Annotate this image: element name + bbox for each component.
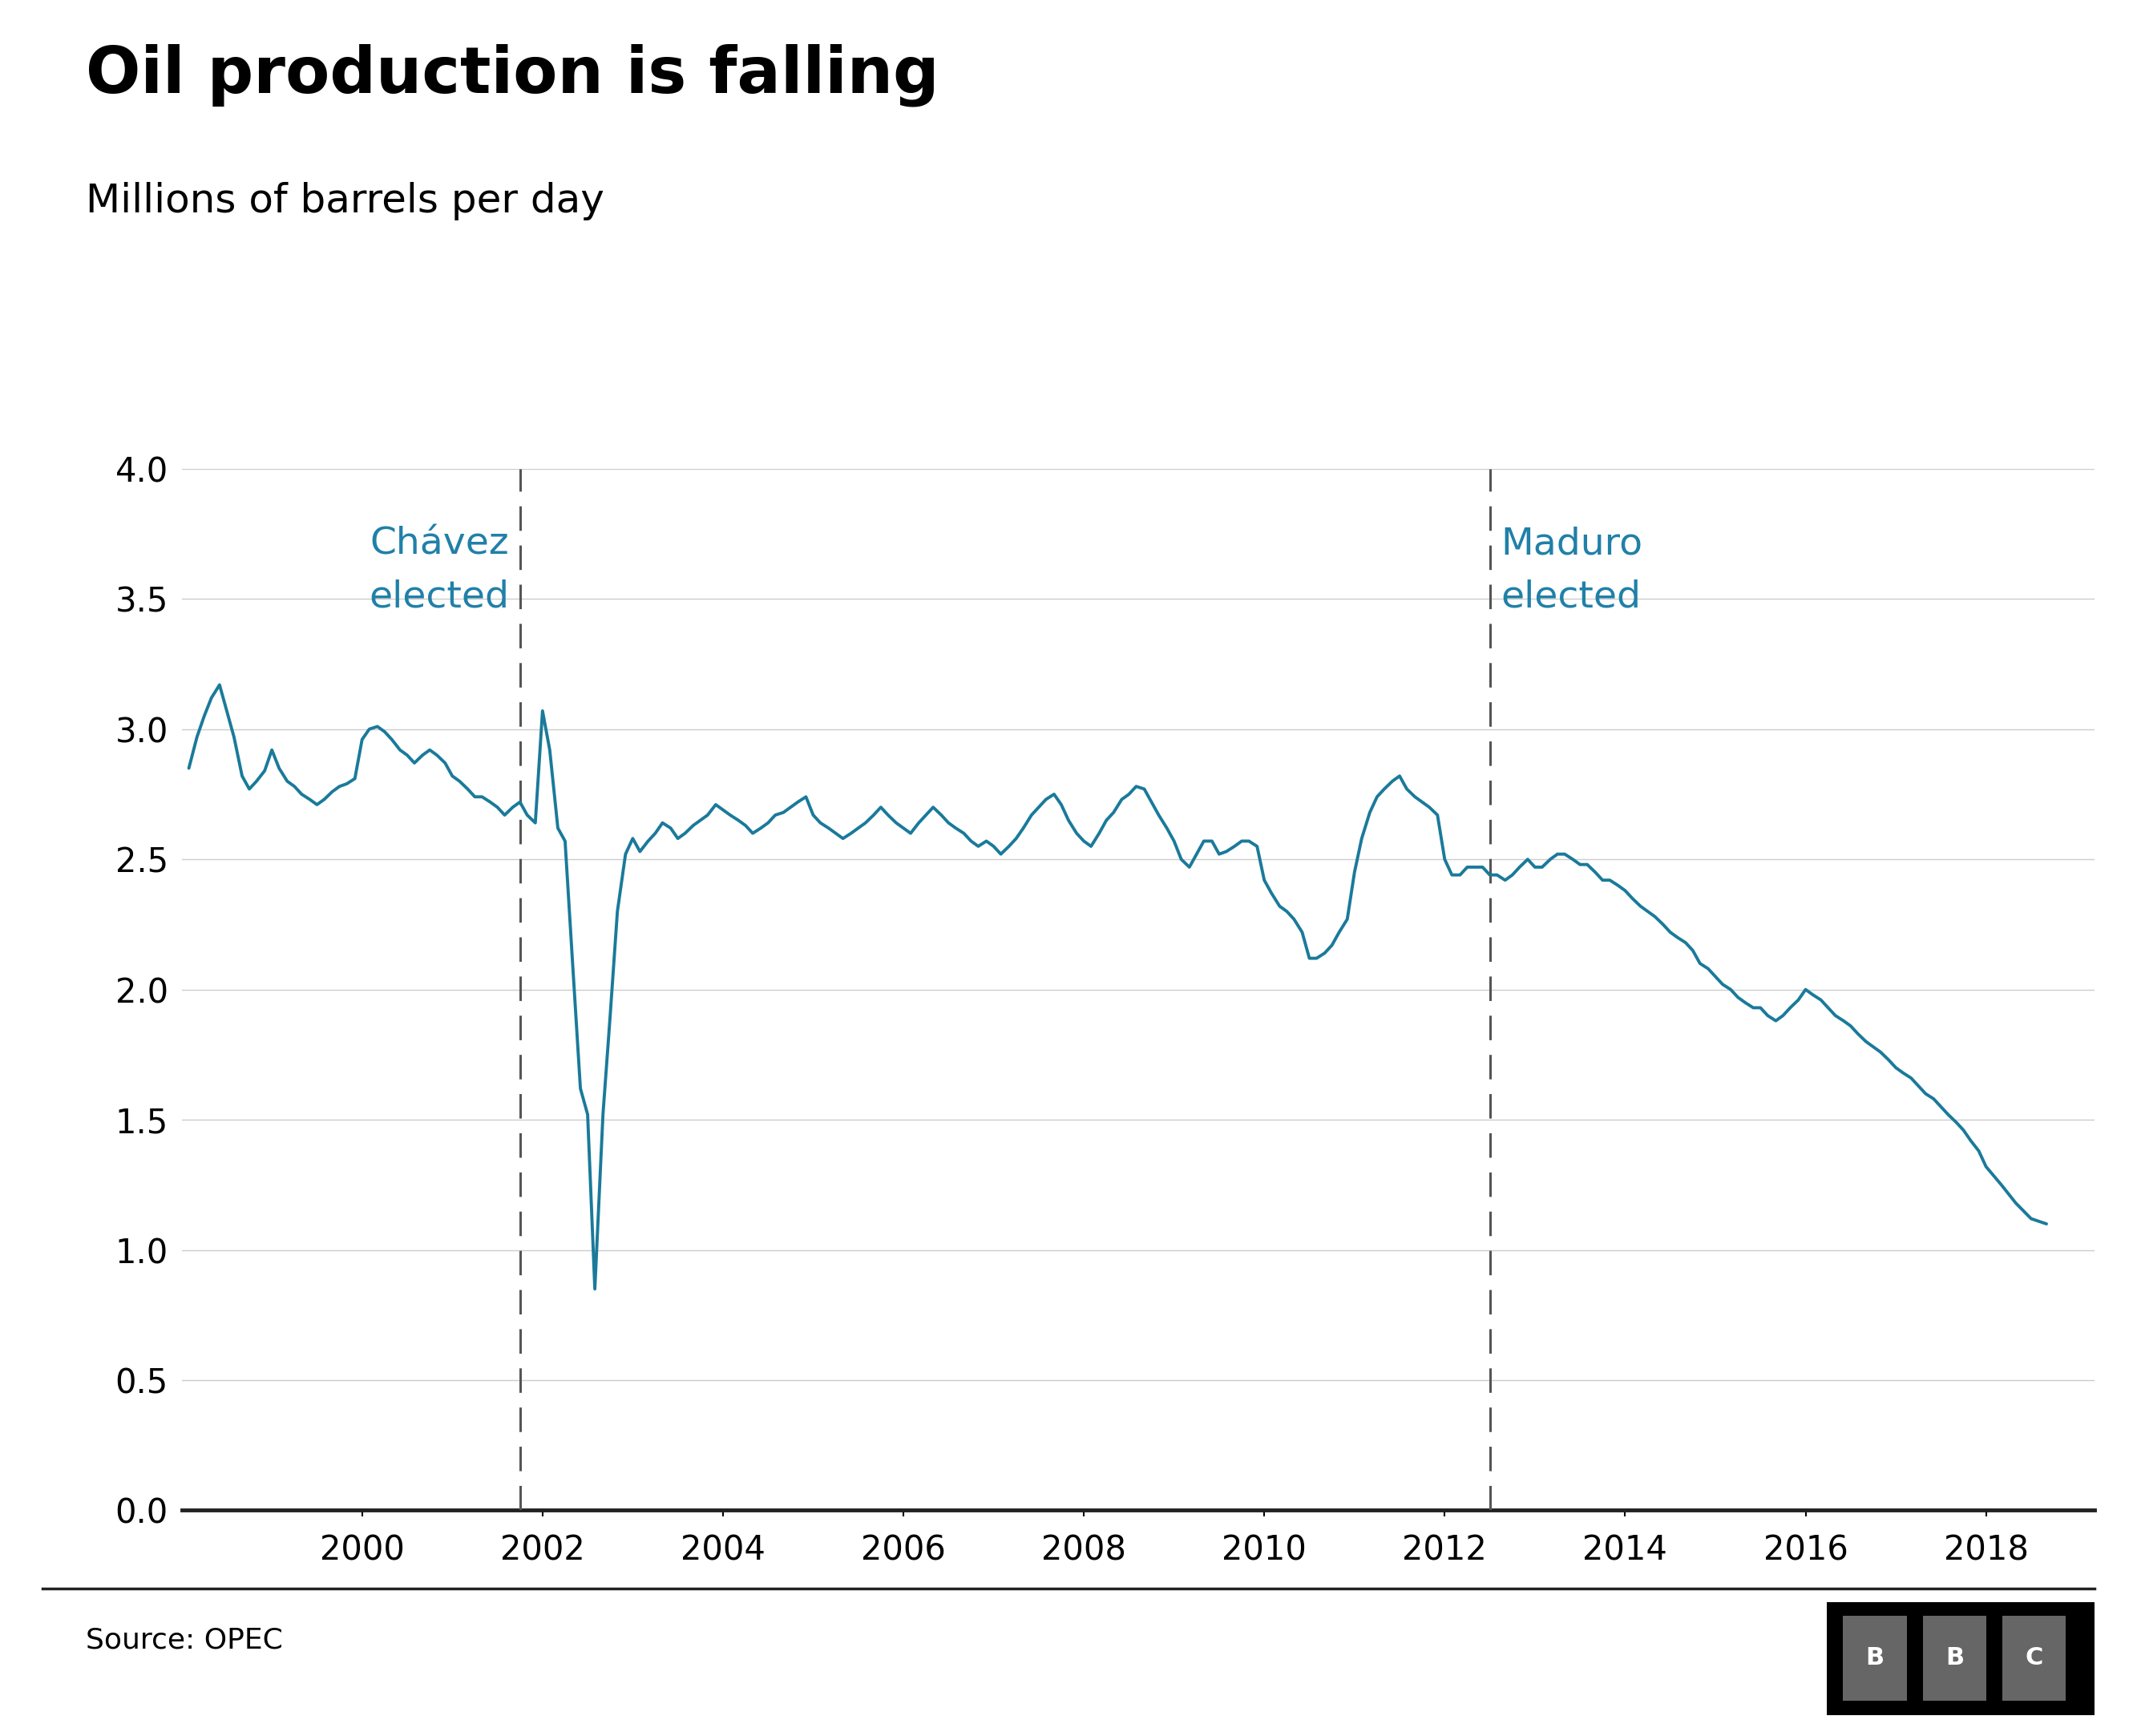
Text: C: C bbox=[2026, 1646, 2043, 1670]
Text: Chávez
elected: Chávez elected bbox=[370, 526, 509, 615]
Text: Oil production is falling: Oil production is falling bbox=[85, 43, 938, 106]
Text: B: B bbox=[1866, 1646, 1885, 1670]
Text: Source: OPEC: Source: OPEC bbox=[85, 1627, 282, 1654]
Text: Millions of barrels per day: Millions of barrels per day bbox=[85, 182, 605, 220]
Text: B: B bbox=[1945, 1646, 1964, 1670]
Text: Maduro
elected: Maduro elected bbox=[1500, 526, 1643, 615]
